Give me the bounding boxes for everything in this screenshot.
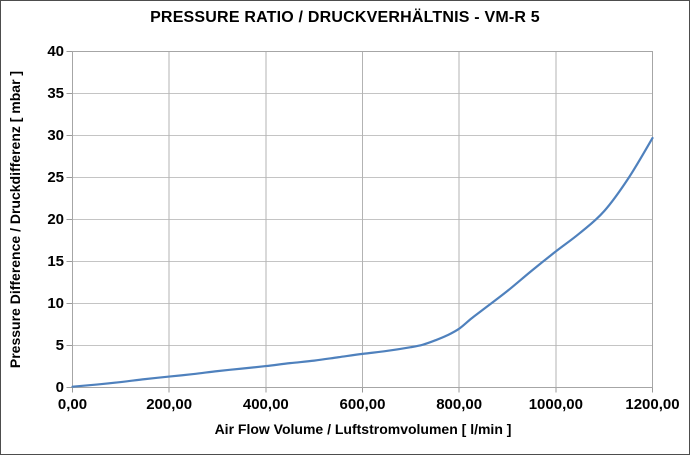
- plot-area-border: [72, 51, 653, 388]
- x-tick-label: 400,00: [242, 396, 289, 413]
- y-tick-label: 25: [47, 168, 64, 186]
- x-tick-label: 1000,00: [528, 396, 583, 413]
- y-tick-label: 10: [47, 294, 64, 312]
- y-tick-label: 35: [47, 84, 64, 102]
- y-tick-label: 5: [55, 336, 64, 354]
- y-tick-label: 40: [47, 42, 64, 60]
- x-tick-label: 200,00: [146, 396, 193, 413]
- x-tick-label: 0,00: [57, 396, 88, 413]
- y-tick-label: 0: [55, 378, 64, 396]
- x-tick-label: 600,00: [339, 396, 386, 413]
- y-tick-label: 15: [47, 252, 64, 270]
- x-axis-title: Air Flow Volume / Luftstromvolumen [ l/m…: [214, 421, 512, 437]
- y-tick-label: 30: [47, 126, 64, 144]
- pressure-curve: [71, 136, 654, 388]
- chart-title: PRESSURE RATIO / DRUCKVERHÄLTNIS - VM-R …: [150, 9, 540, 26]
- x-tick-label: 800,00: [436, 396, 483, 413]
- y-tick-label: 20: [47, 210, 64, 228]
- x-tick-label: 1200,00: [625, 396, 680, 413]
